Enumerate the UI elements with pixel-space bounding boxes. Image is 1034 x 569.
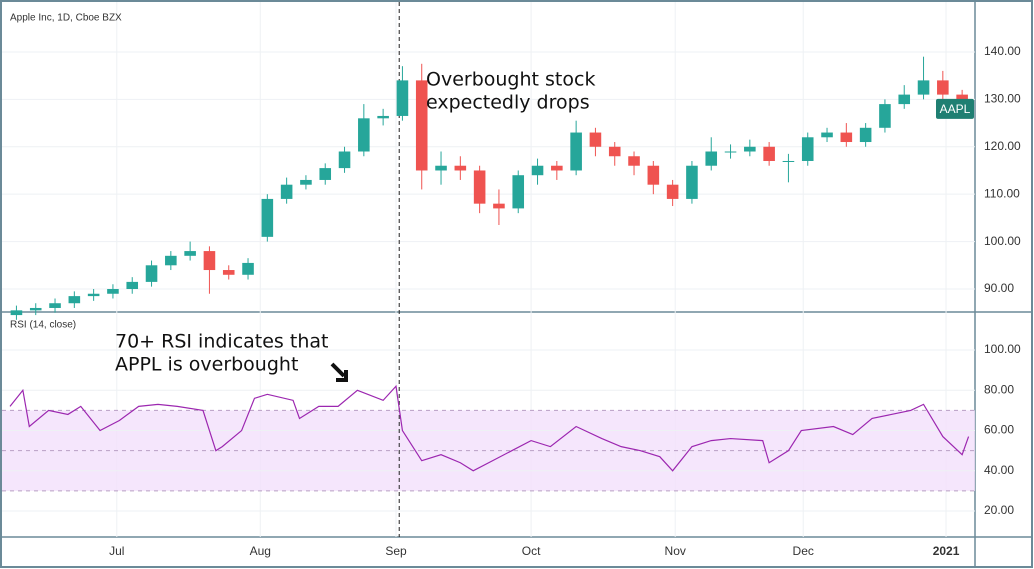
y-tick-label: 100.00 <box>984 342 1021 356</box>
y-tick-label: 60.00 <box>984 423 1014 437</box>
candle-body <box>801 137 814 161</box>
candle-body <box>917 80 930 95</box>
candle-body <box>454 165 467 171</box>
candle-body <box>551 165 563 171</box>
candle-body <box>184 251 196 256</box>
y-tick-label: 90.00 <box>984 281 1014 295</box>
price-label-box <box>936 98 974 119</box>
y-tick-label: 140.00 <box>984 44 1021 58</box>
candle-body <box>859 127 872 143</box>
candle-body <box>300 179 312 185</box>
candle-body <box>724 151 737 153</box>
candle-body <box>49 303 61 308</box>
annotation: APPL is overbought <box>115 354 298 376</box>
rsi-title: RSI (14, close) <box>10 320 76 331</box>
candle-body <box>589 132 602 147</box>
candle-body <box>338 151 351 169</box>
candle-body <box>222 270 235 275</box>
candle-body <box>145 265 158 282</box>
y-tick-label: 40.00 <box>984 463 1014 477</box>
candle-body <box>377 115 389 119</box>
y-tick-label: 130.00 <box>984 92 1021 106</box>
x-tick-label: Sep <box>385 544 407 558</box>
candle-body <box>744 146 756 152</box>
x-tick-label: Jul <box>109 544 124 558</box>
candle-body <box>937 80 949 95</box>
x-tick-label: Aug <box>250 544 271 558</box>
candle-body <box>261 198 274 237</box>
candle-body <box>165 255 177 266</box>
x-tick-label: Nov <box>665 544 686 558</box>
candle-body <box>435 165 447 171</box>
candle-body <box>898 94 911 105</box>
y-tick-label: 80.00 <box>984 382 1014 396</box>
candle-body <box>242 262 254 275</box>
annotation: expectedly drops <box>426 92 590 114</box>
candle-body <box>647 165 660 185</box>
candle-body <box>280 184 293 199</box>
candle-body <box>531 165 544 176</box>
candle-body <box>512 175 525 209</box>
candle-body <box>396 80 409 116</box>
candle-body <box>666 184 679 199</box>
rsi-line <box>9 384 970 472</box>
x-tick-label: Oct <box>522 544 541 558</box>
candle-body <box>493 203 505 209</box>
candle-body <box>608 146 621 157</box>
candle-body <box>879 104 891 128</box>
candle-body <box>473 170 486 204</box>
y-tick-label: 120.00 <box>984 139 1021 153</box>
chart-title: Apple Inc, 1D, Cboe BZX <box>10 13 122 24</box>
y-tick-label: 20.00 <box>984 503 1014 517</box>
y-tick-label: 100.00 <box>984 234 1021 248</box>
candle-body <box>358 118 370 152</box>
candle-body <box>29 307 42 311</box>
annotation: Overbought stock <box>426 69 595 91</box>
arrow <box>330 362 348 382</box>
candle-body <box>705 151 718 166</box>
candle-body <box>415 80 428 171</box>
x-tick-label: 2021 <box>933 544 960 558</box>
annotation: 70+ RSI indicates that <box>115 331 328 353</box>
x-tick-label: Dec <box>793 544 814 558</box>
candle-body <box>87 293 100 297</box>
candle-body <box>68 296 81 304</box>
price-label: AAPL <box>940 102 971 116</box>
candle-body <box>107 289 119 294</box>
candle-body <box>10 310 23 316</box>
candle-body <box>782 160 795 162</box>
candle-body <box>203 251 216 271</box>
y-tick-label: 110.00 <box>984 186 1020 200</box>
candle-body <box>126 281 139 290</box>
candle-body <box>821 132 833 138</box>
candle-body <box>319 168 332 180</box>
candle-body <box>686 165 698 199</box>
candle-body <box>840 132 853 143</box>
candle-body <box>628 156 640 166</box>
candle-body <box>570 132 582 171</box>
candle-body <box>763 146 775 161</box>
